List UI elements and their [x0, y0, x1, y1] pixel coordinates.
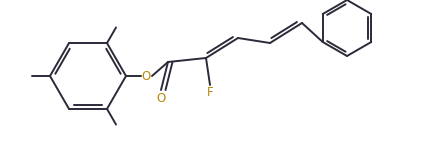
Text: O: O — [156, 92, 166, 104]
Text: F: F — [207, 85, 213, 98]
Text: O: O — [141, 69, 151, 82]
